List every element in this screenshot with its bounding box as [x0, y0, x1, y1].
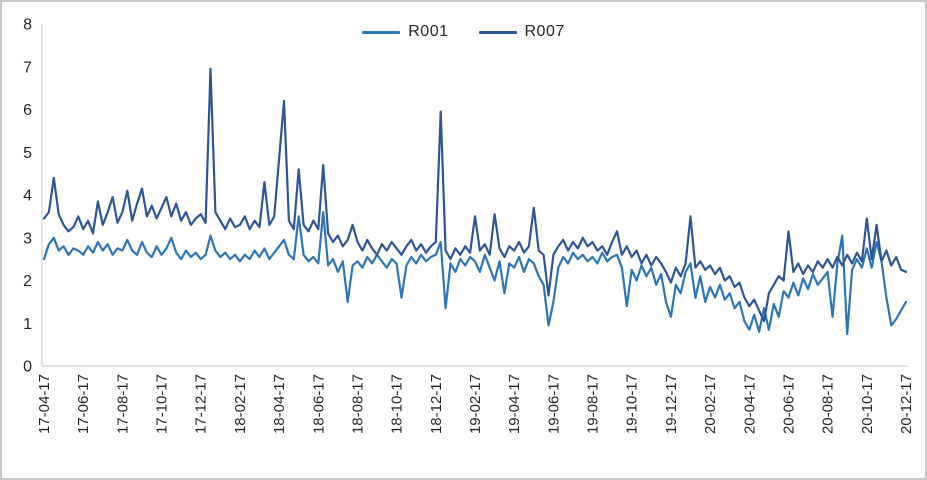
x-axis-tick-label: 19-06-17 — [545, 374, 562, 434]
series-line-r007 — [42, 67, 908, 323]
x-axis-tick-label: 17-08-17 — [114, 374, 131, 434]
x-axis-tick-label: 18-12-17 — [428, 374, 445, 434]
legend-item-r007: R007 — [478, 23, 565, 41]
chart-legend: R001 R007 — [2, 23, 925, 41]
x-axis-tick-label: 19-10-17 — [624, 374, 641, 434]
y-axis-tick-label: 8 — [23, 17, 32, 34]
y-axis-tick-label: 6 — [23, 102, 32, 119]
y-axis-tick-label: 5 — [23, 145, 32, 162]
y-axis-tick-label: 0 — [23, 359, 32, 376]
x-axis-tick-label: 20-10-17 — [859, 374, 876, 434]
y-axis-tick-label: 1 — [23, 316, 32, 333]
legend-label-r001: R001 — [408, 23, 449, 40]
x-axis-tick-label: 17-06-17 — [75, 374, 92, 434]
x-axis-tick-label: 20-06-17 — [780, 374, 797, 434]
x-axis-tick-label: 19-08-17 — [585, 374, 602, 434]
x-axis-tick-label: 19-12-17 — [663, 374, 680, 434]
x-axis-tick-label: 19-02-17 — [467, 374, 484, 434]
x-axis-tick-label: 20-12-17 — [898, 374, 915, 434]
x-axis-tick-label: 20-02-17 — [702, 374, 719, 434]
x-axis-tick-label: 20-08-17 — [820, 374, 837, 434]
legend-line-swatch-r001 — [362, 30, 401, 34]
x-axis-tick-label: 20-04-17 — [741, 374, 758, 434]
x-axis-tick-label: 18-04-17 — [271, 374, 288, 434]
x-axis-tick-label: 17-10-17 — [154, 374, 171, 434]
legend-item-r001: R001 — [362, 23, 448, 41]
x-axis-tick-label: 17-04-17 — [36, 374, 53, 434]
x-axis-tick-label: 18-10-17 — [389, 374, 406, 434]
legend-line-swatch-r007 — [478, 30, 517, 34]
x-axis-tick-label: 19-04-17 — [506, 374, 523, 434]
x-axis-tick-label: 18-08-17 — [349, 374, 366, 434]
y-axis-tick-label: 2 — [23, 273, 32, 290]
y-axis-tick-label: 4 — [23, 188, 32, 205]
x-axis-tick-label: 17-12-17 — [193, 374, 210, 434]
x-axis-tick-label: 18-06-17 — [310, 374, 327, 434]
y-axis-tick-label: 3 — [23, 230, 32, 247]
x-axis-tick-label: 18-02-17 — [232, 374, 249, 434]
y-axis-tick-label: 7 — [23, 59, 32, 76]
series-line-r001 — [42, 211, 908, 335]
legend-label-r007: R007 — [524, 23, 565, 40]
